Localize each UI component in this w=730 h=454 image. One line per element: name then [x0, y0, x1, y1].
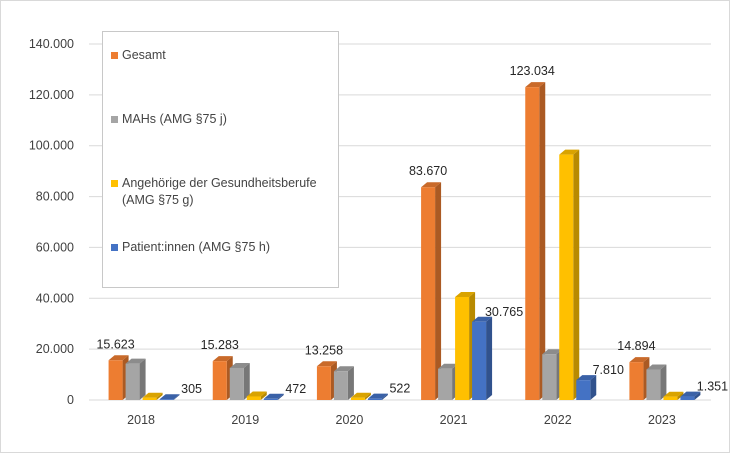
bar — [525, 82, 546, 400]
data-label: 14.894 — [617, 339, 655, 353]
legend-item-patienten: Patient:innen (AMG §75 h) — [111, 239, 337, 256]
data-label: 13.258 — [305, 343, 343, 357]
legend-item-gesundheitsberufe: Angehörige der Gesundheitsberufe (AMG §7… — [111, 175, 337, 209]
data-label: 7.810 — [593, 363, 624, 377]
y-tick-label: 40.000 — [36, 291, 74, 305]
bar — [559, 149, 580, 400]
legend-item-gesamt: Gesamt — [111, 47, 337, 64]
bar — [246, 391, 267, 400]
x-tick-label: 2019 — [231, 413, 259, 427]
data-label: 472 — [285, 382, 306, 396]
bar — [367, 393, 388, 400]
legend-label: Angehörige der Gesundheitsberufe (AMG §7… — [122, 176, 317, 207]
axes: 0 20.000 40.000 60.000 80.000 100.000 120.000 1… — [29, 37, 676, 427]
y-tick-label: 80.000 — [36, 190, 74, 204]
legend-swatch — [111, 52, 118, 59]
data-label: 30.765 — [485, 305, 523, 319]
data-label: 83.670 — [409, 164, 447, 178]
legend: Gesamt MAHs (AMG §75 j) Angehörige der G… — [102, 31, 339, 288]
bar — [421, 182, 442, 400]
x-tick-label: 2023 — [648, 413, 676, 427]
data-label: 1.351 — [697, 380, 728, 394]
x-tick-label: 2022 — [544, 413, 572, 427]
data-label: 305 — [181, 382, 202, 396]
bar — [646, 364, 667, 400]
bar — [263, 393, 284, 400]
bar — [576, 375, 597, 400]
data-label: 15.623 — [96, 337, 134, 351]
y-tick-label: 140.000 — [29, 37, 74, 51]
bar — [333, 366, 354, 400]
bar — [125, 358, 146, 400]
x-tick-label: 2020 — [336, 413, 364, 427]
bar — [680, 391, 701, 400]
data-label: 522 — [389, 382, 410, 396]
legend-label: MAHs (AMG §75 j) — [122, 112, 227, 126]
y-tick-label: 20.000 — [36, 342, 74, 356]
bar — [142, 392, 163, 400]
data-label: 123.034 — [510, 64, 555, 78]
legend-label: Gesamt — [122, 48, 166, 62]
x-tick-label: 2018 — [127, 413, 155, 427]
data-label: 15.283 — [201, 338, 239, 352]
bar — [663, 391, 684, 400]
legend-swatch — [111, 244, 118, 251]
bar — [159, 394, 180, 400]
y-tick-label: 100.000 — [29, 139, 74, 153]
bars — [108, 82, 701, 400]
legend-swatch — [111, 180, 118, 187]
x-tick-label: 2021 — [440, 413, 468, 427]
legend-swatch — [111, 116, 118, 123]
data-labels: 15.623 305 15.283 472 13.258 522 83.670 30.765 1… — [96, 64, 728, 396]
legend-item-mahs: MAHs (AMG §75 j) — [111, 111, 337, 128]
bar — [472, 316, 493, 400]
bar — [350, 392, 371, 400]
y-tick-label: 60.000 — [36, 240, 74, 254]
bar — [229, 362, 250, 400]
legend-label: Patient:innen (AMG §75 h) — [122, 240, 270, 254]
y-tick-label: 0 — [67, 393, 74, 407]
y-tick-label: 120.000 — [29, 88, 74, 102]
